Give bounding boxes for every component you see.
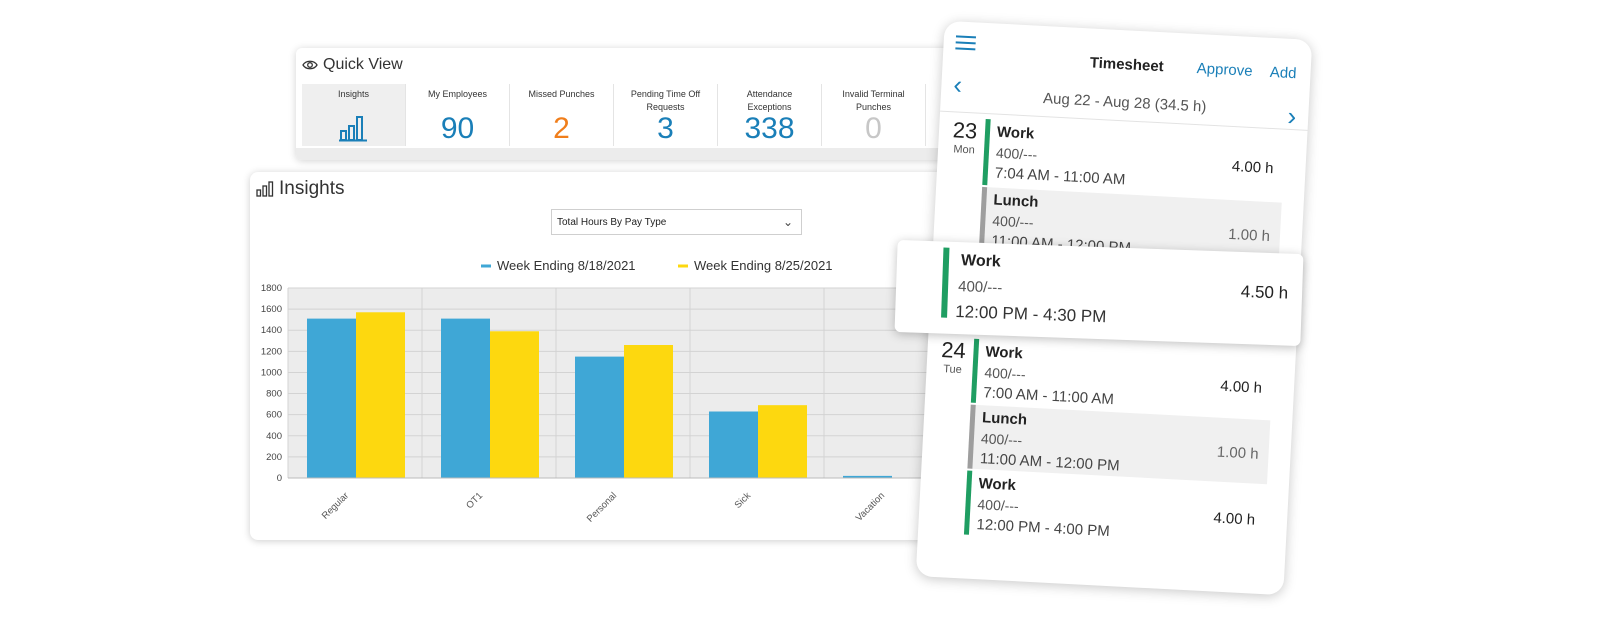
tile-insights[interactable]: Insights (302, 84, 406, 146)
legend-label: Week Ending 8/25/2021 (694, 258, 833, 273)
time-entry[interactable]: Work 400/--- 12:00 PM - 4:00 PM 4.00 h (963, 470, 1267, 551)
y-tick-label: 1800 (261, 283, 282, 294)
entry-type-bar (967, 404, 976, 469)
quick-view-title: Quick View (323, 56, 403, 73)
y-tick-label: 1400 (261, 325, 282, 336)
day-of-week: Mon (953, 143, 976, 157)
tile-label: Attendance Exceptions (746, 89, 793, 112)
tile-label: Insights (337, 89, 370, 99)
bar-sick-series-1 (709, 411, 758, 478)
tile-attendance-exceptions[interactable]: Attendance Exceptions 338 (718, 84, 822, 146)
y-tick-label: 0 (277, 473, 282, 484)
bar-personal-series-2 (624, 345, 673, 478)
entry-hours: 4.50 h (1240, 281, 1289, 303)
entry-type-bar (963, 470, 973, 535)
x-tick-label: Vacation (854, 490, 887, 523)
entry-hours: 1.00 h (1216, 443, 1259, 463)
tile-missed-punches[interactable]: Missed Punches 2 (510, 84, 614, 146)
bar-chart-icon (256, 181, 274, 197)
bar-ot1-series-1 (441, 318, 490, 478)
y-tick-label: 400 (266, 431, 282, 442)
day-label: 24 Tue (936, 337, 970, 377)
tile-my-employees[interactable]: My Employees 90 (406, 84, 510, 146)
day-of-week: Tue (942, 363, 963, 377)
entry-code: 400/--- (957, 278, 1003, 297)
x-tick-label: OT1 (464, 490, 485, 511)
chart-type-select[interactable]: Total Hours By Pay Type ⌄ (551, 209, 802, 235)
add-button[interactable]: Add (1269, 63, 1297, 83)
tile-label: My Employees (427, 89, 488, 99)
tile-label: Missed Punches (528, 89, 595, 99)
entry-type-bar (941, 247, 950, 318)
tile-value: 3 (657, 112, 674, 145)
day-label: 23 Mon (948, 117, 982, 157)
day-number: 24 (940, 337, 967, 364)
bar-regular-series-1 (307, 318, 356, 478)
entry-type-bar (982, 119, 991, 186)
bar-chart-icon (338, 116, 367, 142)
legend-label: Week Ending 8/18/2021 (497, 258, 636, 273)
tile-invalid-terminal-punches[interactable]: Invalid Terminal Punches 0 (822, 84, 926, 146)
x-tick-label: Sick (733, 490, 754, 511)
entry-hours: 1.00 h (1227, 225, 1271, 246)
insights-panel: Insights Total Hours By Pay Type ⌄ 0 200 4… (250, 172, 950, 540)
y-tick-label: 1000 (261, 367, 282, 378)
bar-sick-series-2 (758, 405, 807, 478)
quick-view-footer-strip (296, 148, 956, 160)
entry-hours: 4.00 h (1231, 157, 1274, 178)
tile-pending-time-off[interactable]: Pending Time Off Requests 3 (614, 84, 718, 146)
chevron-down-icon: ⌄ (782, 215, 793, 229)
tile-label: Pending Time Off Requests (630, 89, 701, 112)
tile-value: 90 (440, 112, 475, 145)
tile-value: 0 (865, 112, 882, 145)
x-tick-label: Regular (320, 490, 351, 521)
entry-type: Work (960, 252, 1002, 271)
tile-value: 2 (553, 112, 570, 145)
day-number: 23 (952, 117, 978, 144)
insights-header: Insights (256, 178, 344, 200)
bar-regular-series-2 (356, 312, 405, 478)
chevron-right-icon[interactable]: › (1286, 100, 1298, 132)
bar-chart: 0 200 400 600 800 1000 1200 1400 1600 1800 Regular… (261, 258, 950, 525)
entry-time: 12:00 PM - 4:30 PM (954, 302, 1107, 327)
timesheet-title: Timesheet (1089, 54, 1165, 76)
y-tick-label: 1200 (261, 346, 282, 357)
bar-personal-series-1 (575, 356, 624, 478)
tile-value: 338 (744, 112, 795, 145)
y-tick-label: 800 (266, 389, 282, 400)
y-tick-label: 600 (266, 410, 282, 421)
quick-view-tiles: Insights My Employees 90 Missed Punches … (302, 84, 926, 146)
bar-vacation-series-1 (843, 475, 892, 478)
tile-label: Invalid Terminal Punches (842, 89, 905, 112)
y-tick-label: 200 (266, 452, 282, 463)
x-tick-label: Personal (585, 490, 619, 524)
entry-hours: 4.00 h (1219, 377, 1263, 397)
quick-view-header: Quick View (302, 56, 403, 74)
floating-time-entry[interactable]: Work 400/--- 12:00 PM - 4:30 PM 4.50 h (894, 239, 1304, 347)
bar-ot1-series-2 (490, 331, 539, 478)
approve-button[interactable]: Approve (1196, 60, 1254, 80)
chart-type-select-value: Total Hours By Pay Type (557, 217, 667, 228)
eye-icon (302, 60, 318, 70)
insights-title: Insights (279, 178, 345, 199)
y-tick-label: 1600 (261, 304, 282, 315)
entry-hours: 4.00 h (1212, 509, 1256, 529)
entry-type-bar (970, 338, 980, 403)
date-range: Aug 22 - Aug 28 (34.5 h) (1042, 90, 1207, 116)
quick-view-panel: Quick View Insights My Employees 90 Miss… (296, 48, 956, 160)
